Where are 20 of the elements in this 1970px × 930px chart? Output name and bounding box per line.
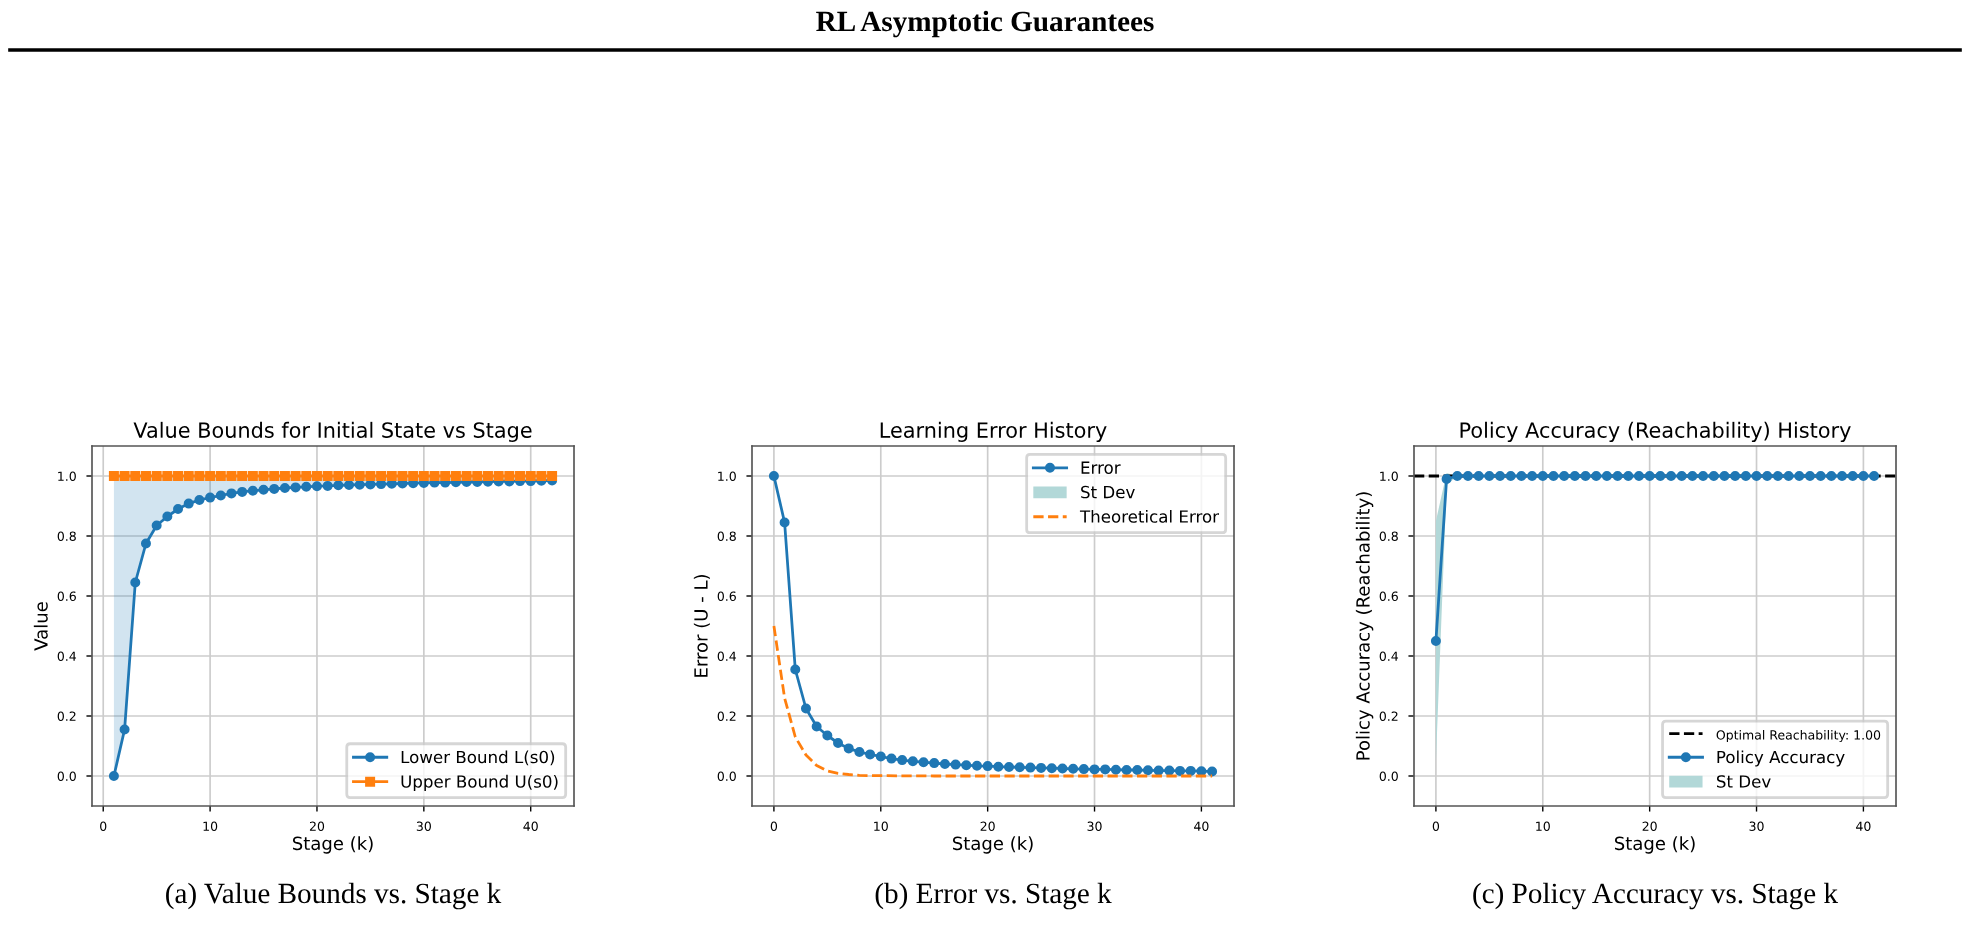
legend-label: St Dev bbox=[1081, 485, 1135, 499]
legend-label: Policy Accuracy bbox=[1717, 750, 1845, 767]
chart-title: Value Bounds for Initial State vs Stage bbox=[133, 421, 532, 442]
y-axis-title: Policy Accuracy (Reachability) bbox=[1355, 492, 1374, 760]
legend-label: Error bbox=[1081, 461, 1121, 474]
legend-label: Lower Bound L(s0) bbox=[401, 750, 555, 766]
x-axis-title: Stage (k) bbox=[952, 836, 1033, 854]
y-axis-title: Value bbox=[33, 602, 48, 651]
text: (b) Error vs. Stage k bbox=[875, 882, 1112, 910]
x-axis-title: Stage (k) bbox=[292, 836, 373, 854]
text: (a) Value Bounds vs. Stage k bbox=[166, 882, 502, 910]
x-axis-title: Stage (k) bbox=[1614, 836, 1695, 854]
legend-label: St Dev bbox=[1716, 775, 1771, 788]
legend-label: Theoretical Error bbox=[1079, 509, 1219, 523]
text: RL Asymptotic Guarantees bbox=[816, 10, 1154, 38]
legend-label: Upper Bound U(s0) bbox=[401, 774, 558, 791]
chart-title: Learning Error History bbox=[880, 421, 1107, 442]
text: (c) Policy Accuracy vs. Stage k bbox=[1473, 882, 1839, 910]
chart-title: Policy Accuracy (Reachability) History bbox=[1460, 421, 1851, 442]
y-axis-title: Error (U - L) bbox=[693, 575, 710, 677]
